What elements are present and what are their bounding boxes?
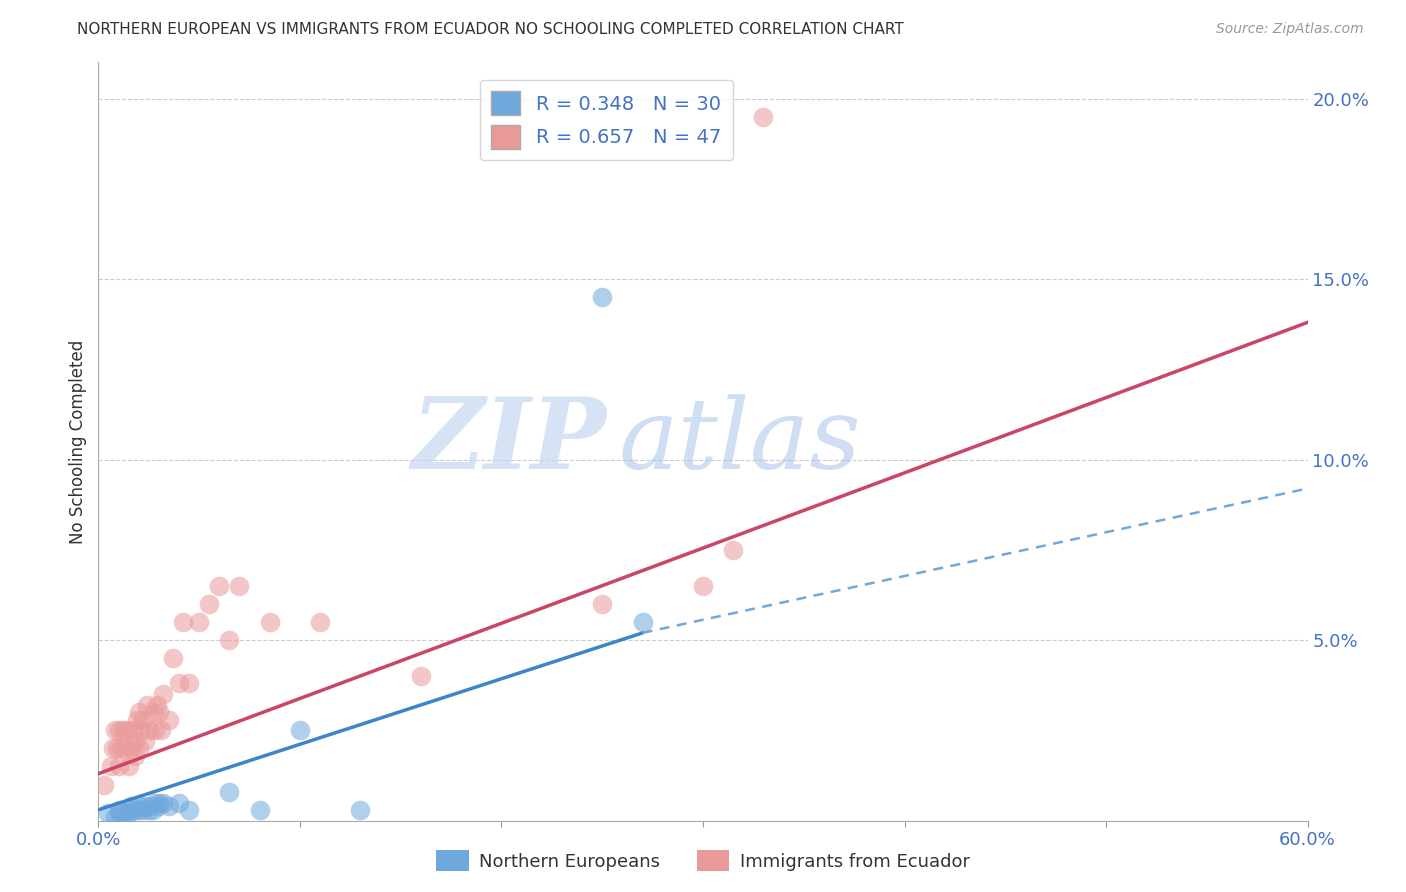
Point <box>146 698 169 712</box>
Point <box>162 651 184 665</box>
Text: ZIP: ZIP <box>412 393 606 490</box>
Point <box>138 723 160 738</box>
Legend: R = 0.348   N = 30, R = 0.657   N = 47: R = 0.348 N = 30, R = 0.657 N = 47 <box>479 79 733 161</box>
Point <box>107 803 129 817</box>
Point <box>114 810 136 824</box>
Point <box>149 723 172 738</box>
Point <box>179 803 201 817</box>
Point <box>157 799 180 814</box>
Point <box>100 759 122 773</box>
Point <box>143 723 166 738</box>
Text: atlas: atlas <box>619 394 860 489</box>
Point <box>188 615 211 629</box>
Point <box>134 799 156 814</box>
Point <box>148 706 170 720</box>
Point <box>115 723 138 738</box>
Point <box>132 803 155 817</box>
Point <box>208 579 231 593</box>
Point <box>142 706 165 720</box>
Point <box>218 633 240 648</box>
Point <box>148 796 170 810</box>
Point <box>249 803 271 817</box>
Point <box>118 759 141 773</box>
Point <box>101 741 124 756</box>
Point <box>135 698 157 712</box>
Point <box>114 741 136 756</box>
Point <box>167 796 190 810</box>
Point <box>259 615 281 629</box>
Point <box>631 615 654 629</box>
Point <box>107 806 129 821</box>
Point <box>179 676 201 690</box>
Point <box>105 741 128 756</box>
Point <box>124 734 146 748</box>
Point <box>142 803 165 817</box>
Point <box>228 579 250 593</box>
Point <box>198 597 221 611</box>
Point <box>128 741 150 756</box>
Point <box>134 734 156 748</box>
Point <box>103 723 125 738</box>
Point <box>152 687 174 701</box>
Point <box>152 796 174 810</box>
Point <box>157 713 180 727</box>
Point <box>124 748 146 763</box>
Point <box>128 706 150 720</box>
Point <box>107 723 129 738</box>
Point <box>120 741 142 756</box>
Point <box>309 615 332 629</box>
Text: NORTHERN EUROPEAN VS IMMIGRANTS FROM ECUADOR NO SCHOOLING COMPLETED CORRELATION : NORTHERN EUROPEAN VS IMMIGRANTS FROM ECU… <box>77 22 904 37</box>
Text: Source: ZipAtlas.com: Source: ZipAtlas.com <box>1216 22 1364 37</box>
Point <box>138 803 160 817</box>
Point <box>138 799 160 814</box>
Point <box>167 676 190 690</box>
Point <box>218 785 240 799</box>
Point <box>124 803 146 817</box>
Point <box>132 713 155 727</box>
Point <box>143 796 166 810</box>
Point <box>148 799 170 814</box>
Point <box>128 803 150 817</box>
Point <box>121 723 143 738</box>
Legend: Northern Europeans, Immigrants from Ecuador: Northern Europeans, Immigrants from Ecua… <box>429 843 977 879</box>
Point <box>128 799 150 814</box>
Point <box>129 723 152 738</box>
Point <box>288 723 311 738</box>
Point <box>752 110 775 124</box>
Y-axis label: No Schooling Completed: No Schooling Completed <box>69 340 87 543</box>
Point <box>723 542 745 557</box>
Point <box>103 810 125 824</box>
Point <box>125 713 148 727</box>
Point <box>118 806 141 821</box>
Point <box>93 778 115 792</box>
Point <box>110 741 132 756</box>
Point <box>118 803 141 817</box>
Point <box>591 597 613 611</box>
Point <box>111 806 134 821</box>
Point <box>409 669 432 683</box>
Point <box>591 290 613 304</box>
Point <box>172 615 194 629</box>
Point <box>120 799 142 814</box>
Point <box>349 803 371 817</box>
Point <box>107 759 129 773</box>
Point <box>111 723 134 738</box>
Point <box>97 806 120 821</box>
Point <box>692 579 714 593</box>
